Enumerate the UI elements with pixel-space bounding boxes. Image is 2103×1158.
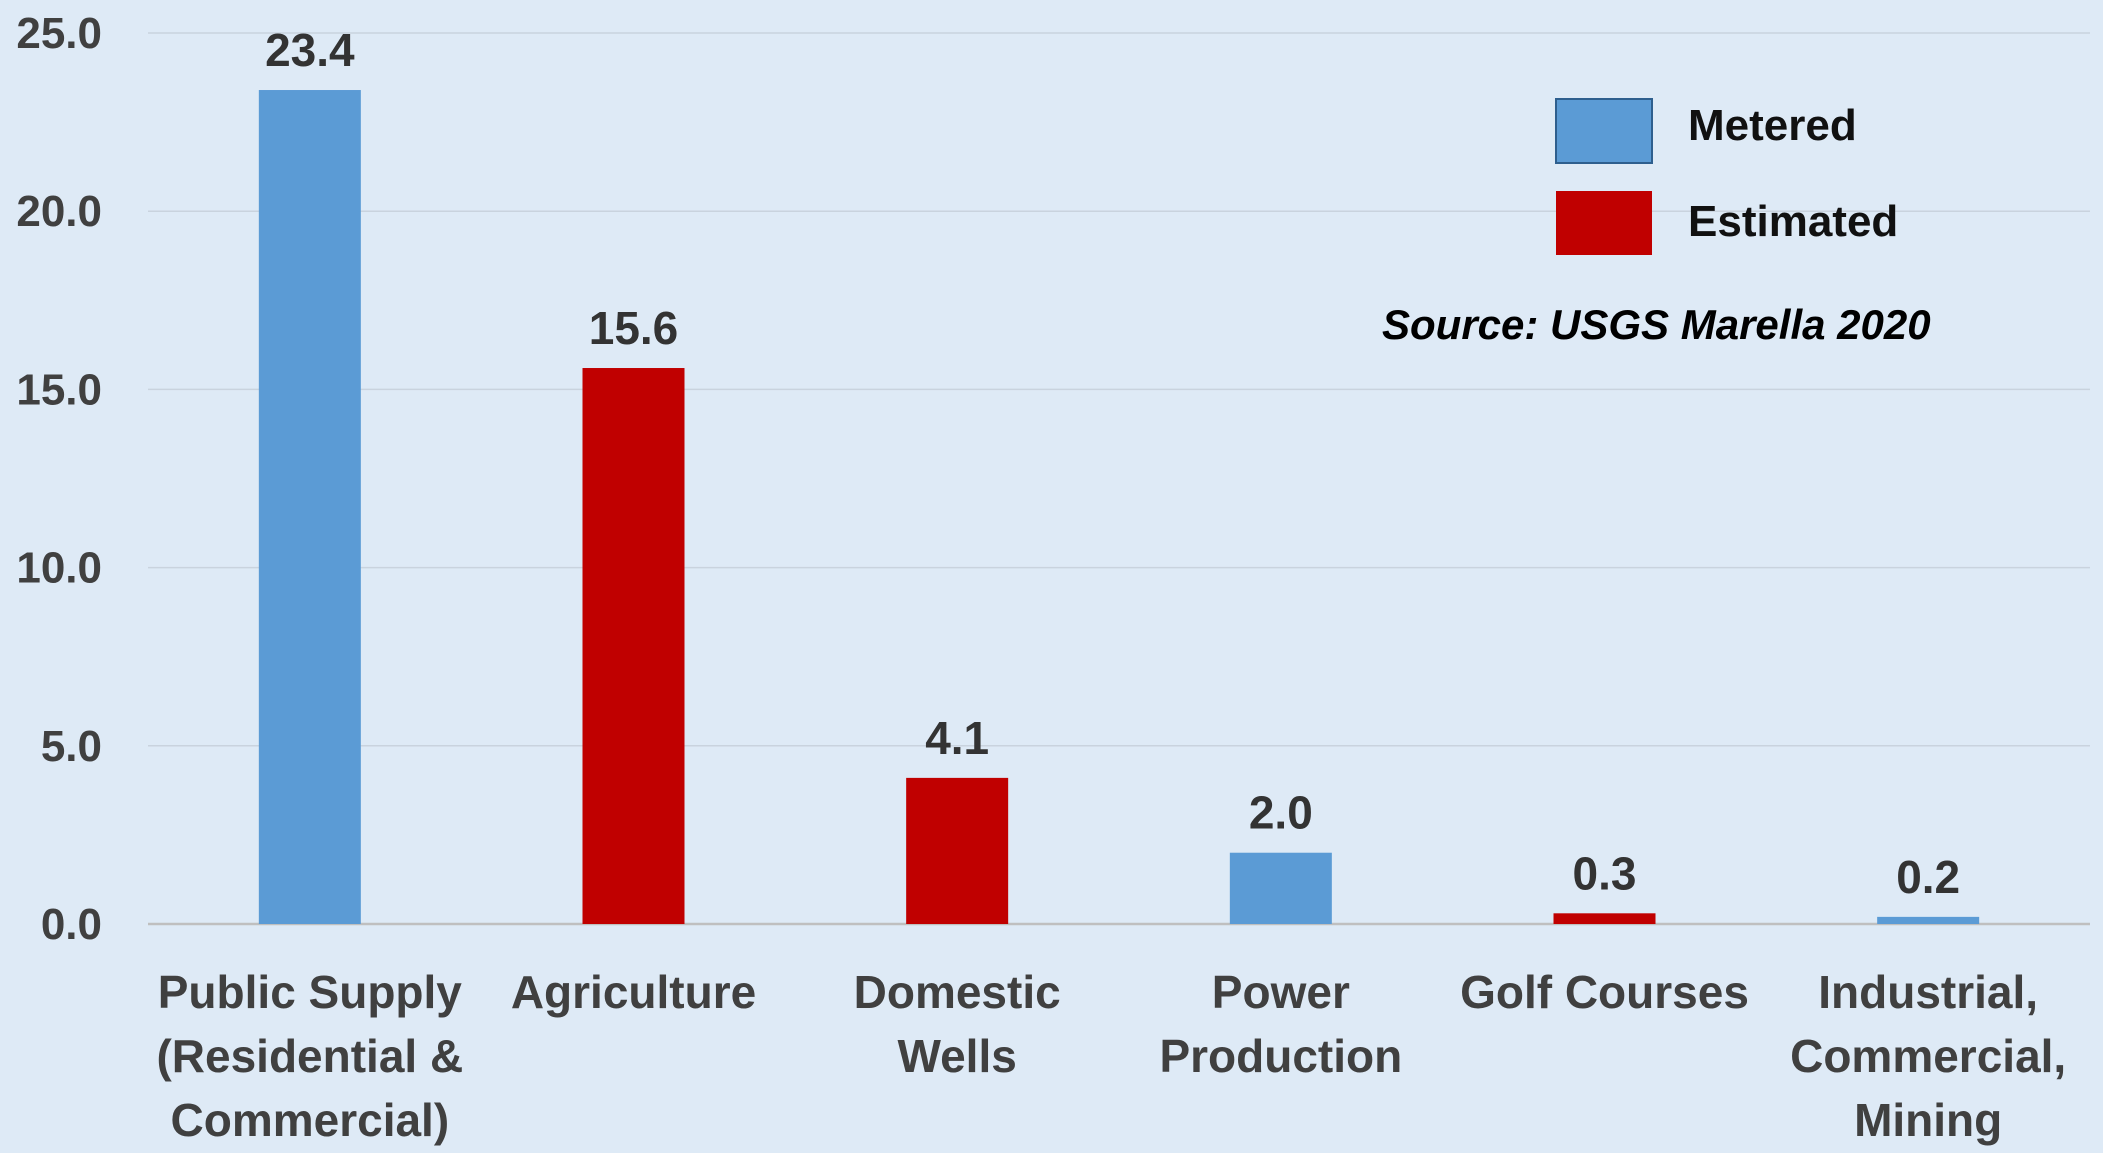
y-axis-ticks: 0.0 5.0 10.0 15.0 20.0 25.0 [16,9,102,949]
category-label-line: Golf Courses [1460,966,1749,1018]
bar-0 [258,90,361,925]
y-tick-label: 5.0 [41,722,102,771]
bar-5 [1877,916,1980,924]
legend-label-estimated: Estimated [1688,197,1898,246]
legend-swatch-estimated [1556,191,1652,255]
data-label: 0.2 [1896,851,1960,903]
category-label-line: Commercial, [1790,1030,2066,1082]
source-annotation: Source: USGS Marella 2020 [1382,301,1931,348]
category-label-line: Industrial, [1818,966,2038,1018]
legend-swatch-metered [1555,98,1653,164]
category-label-line: Power [1212,966,1350,1018]
y-tick-label: 20.0 [16,187,102,236]
category-label-line: Agriculture [511,966,756,1018]
legend: Metered Estimated [1555,98,1898,255]
category-label: Golf Courses [1460,966,1749,1018]
y-tick-label: 10.0 [16,544,102,593]
category-label-line: Wells [898,1030,1017,1082]
category-label: Domestic Wells [854,966,1061,1082]
category-label: Industrial, Commercial, Mining [1790,966,2066,1146]
category-label: Agriculture [511,966,756,1018]
data-labels: 23.4 15.6 4.1 2.0 0.3 0.2 [265,24,1960,903]
bar-4 [1553,913,1656,924]
bar-2 [906,777,1009,924]
bars [258,90,1980,925]
data-label: 2.0 [1249,787,1313,839]
y-tick-label: 25.0 [16,9,102,58]
data-label: 0.3 [1573,847,1637,899]
legend-label-metered: Metered [1688,101,1857,150]
gridlines [148,32,2090,926]
data-label: 4.1 [925,712,989,764]
y-tick-label: 0.0 [41,900,102,949]
bar-3 [1229,852,1332,924]
category-label-line: Commercial) [171,1094,450,1146]
category-label-line: Public Supply [158,966,463,1018]
data-label: 15.6 [589,302,679,354]
data-label: 23.4 [265,24,355,76]
category-label-line: Domestic [854,966,1061,1018]
category-label-line: Production [1159,1030,1402,1082]
category-label: Public Supply (Residential & Commercial) [156,966,463,1146]
category-label-line: (Residential & [156,1030,463,1082]
y-tick-label: 15.0 [16,365,102,414]
category-label-line: Mining [1854,1094,2002,1146]
bar-1 [582,368,685,924]
category-label: Power Production [1159,966,1402,1082]
category-labels: Public Supply (Residential & Commercial) Ag… [156,966,2066,1146]
